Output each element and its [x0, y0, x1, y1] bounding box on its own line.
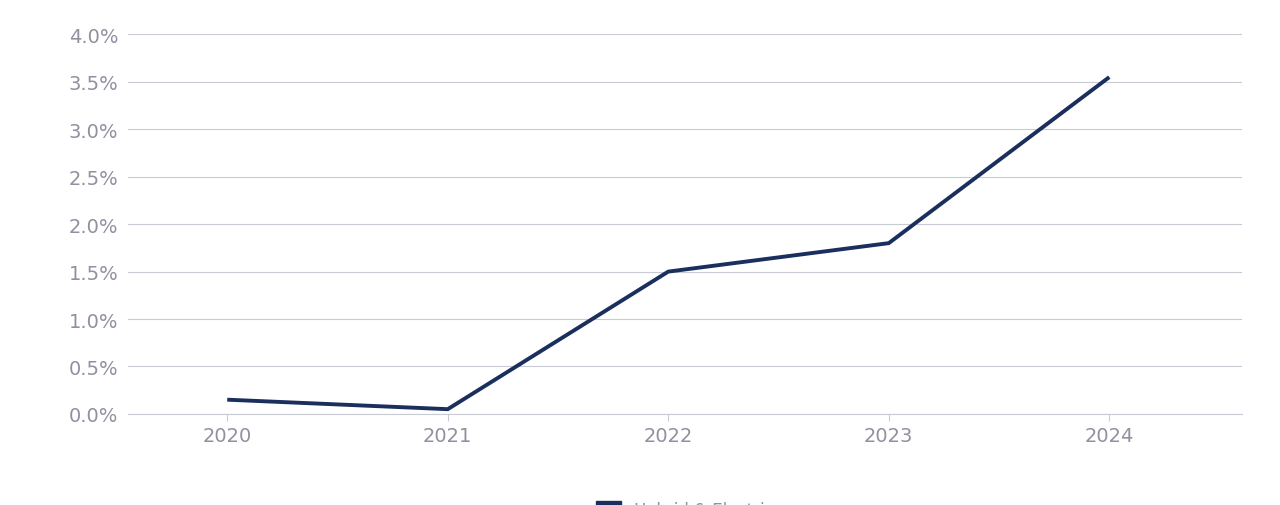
- Legend: Hybrid & Electric: Hybrid & Electric: [595, 501, 774, 505]
